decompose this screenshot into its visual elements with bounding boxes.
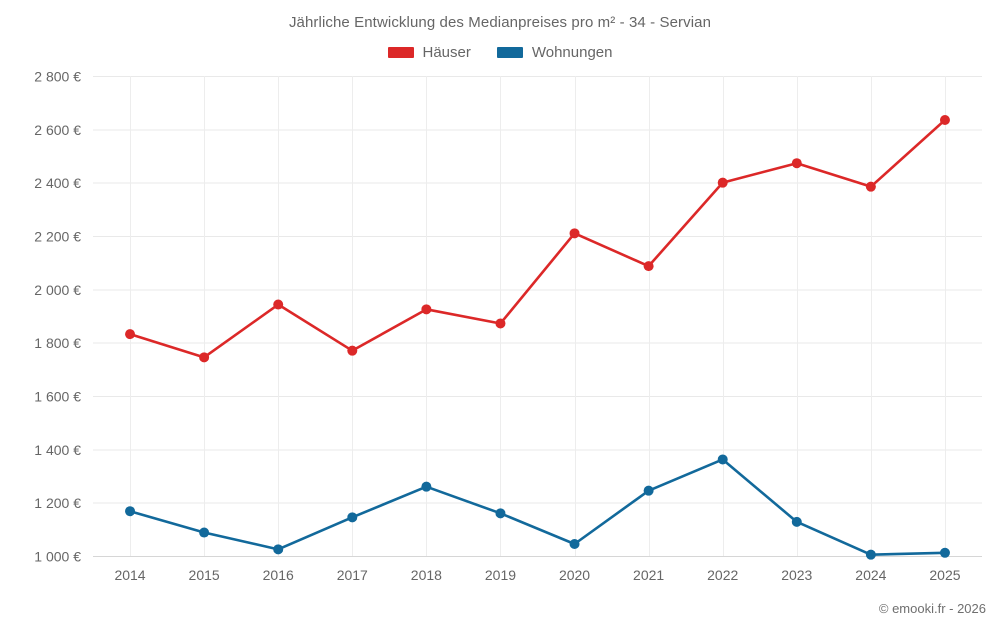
data-point[interactable]	[347, 512, 358, 523]
data-point[interactable]	[273, 544, 284, 555]
y-axis-tick-label: 1 800 €	[34, 335, 81, 351]
x-axis-tick-label: 2021	[633, 567, 664, 583]
x-axis-tick-label: 2022	[707, 567, 738, 583]
data-point[interactable]	[495, 318, 506, 329]
data-point[interactable]	[569, 539, 580, 549]
data-point[interactable]	[717, 177, 728, 188]
data-point[interactable]	[717, 454, 728, 465]
y-axis-tick-label: 1 400 €	[34, 442, 81, 458]
y-axis-tick-label: 2 000 €	[34, 282, 81, 298]
chart-title: Jährliche Entwicklung des Medianpreises …	[288, 14, 712, 31]
x-axis-tick-label: 2014	[114, 567, 145, 583]
data-point[interactable]	[199, 352, 210, 363]
x-axis-tick-label: 2015	[189, 567, 220, 583]
y-axis-tick-label: 1 200 €	[34, 495, 81, 511]
data-point[interactable]	[495, 508, 506, 519]
x-axis-tick-label: 2016	[263, 567, 294, 583]
y-axis-tick-label: 2 200 €	[34, 229, 81, 245]
data-point[interactable]	[199, 527, 210, 538]
x-axis-tick-label: 2023	[781, 567, 812, 583]
y-axis-tick-label: 1 600 €	[34, 389, 81, 405]
y-axis-tick-label: 2 800 €	[34, 69, 81, 85]
legend-swatch-wohnungen	[496, 47, 523, 58]
data-point[interactable]	[865, 549, 876, 560]
x-axis-tick-label: 2024	[855, 567, 886, 583]
data-point[interactable]	[939, 115, 950, 125]
x-axis-tick-label: 2019	[485, 567, 516, 583]
y-axis-tick-label: 2 600 €	[34, 122, 81, 138]
data-point[interactable]	[865, 181, 876, 192]
legend-swatch-hauser	[387, 47, 414, 58]
series-line-häuser	[128, 118, 947, 359]
y-axis-tick-label: 2 400 €	[34, 175, 81, 191]
data-point[interactable]	[643, 485, 654, 496]
data-point[interactable]	[421, 481, 432, 492]
data-point[interactable]	[421, 304, 432, 315]
copyright-credit: © emooki.fr - 2026	[878, 601, 986, 616]
x-axis-tick-label: 2025	[929, 567, 960, 583]
data-point[interactable]	[791, 158, 802, 169]
chart-legend: Häuser Wohnungen	[0, 44, 1000, 61]
data-point[interactable]	[125, 506, 136, 517]
data-point[interactable]	[791, 516, 802, 527]
x-axis-tick-label: 2017	[337, 567, 368, 583]
data-point[interactable]	[939, 547, 950, 558]
data-point[interactable]	[125, 329, 136, 340]
legend-item-hauser[interactable]: Häuser	[387, 44, 471, 61]
x-axis-tick-label: 2020	[559, 567, 590, 583]
legend-label-wohnungen: Wohnungen	[531, 44, 613, 61]
series-line-wohnungen	[128, 458, 947, 556]
data-point[interactable]	[273, 299, 284, 310]
data-point[interactable]	[643, 261, 654, 272]
legend-label-hauser: Häuser	[422, 44, 471, 61]
data-point[interactable]	[347, 345, 358, 356]
legend-item-wohnungen[interactable]: Wohnungen	[496, 44, 613, 61]
data-point[interactable]	[569, 228, 580, 239]
x-axis-tick-label: 2018	[411, 567, 442, 583]
y-axis-tick-label: 1 000 €	[34, 549, 81, 565]
